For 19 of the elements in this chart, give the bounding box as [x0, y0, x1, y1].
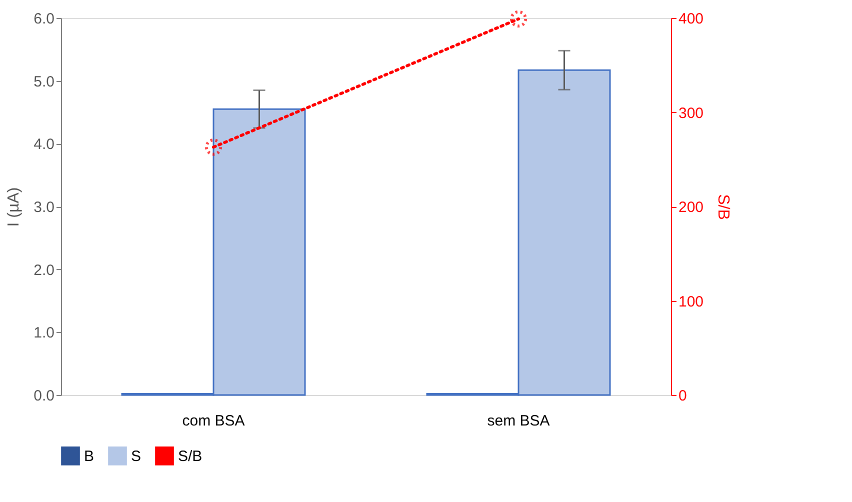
- y2-tick-label: 400: [678, 10, 704, 28]
- y2-axis-title: S/B: [714, 194, 732, 220]
- y-tick-label: 3.0: [34, 199, 54, 216]
- y-tick-label: 5.0: [34, 73, 54, 90]
- legend-label: B: [84, 448, 94, 465]
- y2-tick-label: 0: [678, 388, 687, 404]
- legend-label: S: [131, 448, 142, 465]
- x-tick-label: com BSA: [182, 412, 245, 430]
- y2-tick-label: 300: [678, 104, 704, 122]
- y2-tick-label: 200: [678, 199, 704, 216]
- x-tick-label: sem BSA: [487, 412, 550, 430]
- y-tick-label: 4.0: [34, 136, 54, 154]
- y-tick-label: 0.0: [34, 388, 54, 404]
- y-tick-label: 2.0: [34, 262, 54, 279]
- y-axis-title: I (µA): [6, 187, 23, 227]
- legend-label: S/B: [178, 448, 202, 465]
- y-tick-label: 6.0: [34, 10, 54, 28]
- y2-tick-label: 100: [678, 293, 704, 310]
- y-tick-label: 1.0: [34, 324, 54, 342]
